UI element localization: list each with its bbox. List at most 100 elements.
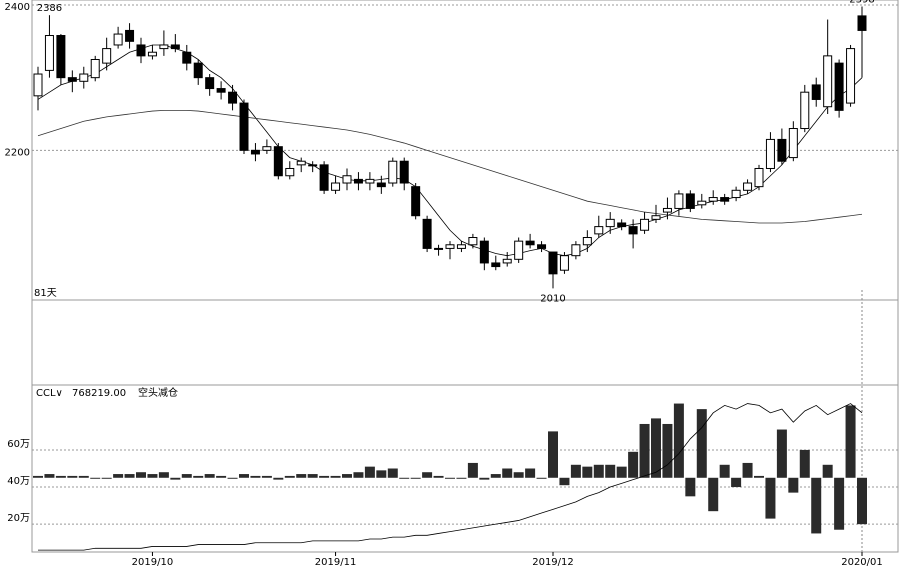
indicator-bar	[387, 468, 398, 478]
extreme-label: 2386	[37, 3, 62, 14]
candle-body	[193, 62, 203, 79]
candle-body	[731, 189, 741, 199]
indicator-bar	[548, 431, 558, 478]
candle-body	[491, 262, 501, 268]
candle-body	[514, 240, 524, 260]
indicator-bar	[628, 451, 639, 478]
candle-body	[811, 84, 821, 100]
indicator-bar	[422, 472, 433, 478]
indicator-bar	[399, 477, 410, 479]
candle-body	[44, 35, 54, 71]
indicator-bar	[33, 475, 43, 478]
indicator-bar	[788, 477, 799, 493]
ma-line	[37, 109, 863, 224]
candle-body	[651, 215, 661, 220]
candle-body	[102, 48, 112, 64]
indicator-bar	[284, 475, 295, 478]
candle-body	[800, 91, 810, 130]
candle-body	[777, 138, 787, 162]
indicator-bar	[250, 475, 261, 478]
indicator-bar	[673, 403, 684, 478]
candle-body	[468, 237, 478, 246]
y-tick-label: 2200	[5, 147, 30, 158]
candle-body	[216, 88, 226, 93]
candle-body	[67, 77, 77, 82]
candle-body	[376, 182, 386, 188]
indicator-bar	[170, 477, 181, 480]
indicator-bar	[55, 475, 66, 478]
indicator-bar	[639, 423, 650, 478]
candle-body	[640, 218, 650, 231]
indicator-bar	[101, 477, 112, 479]
indicator-bar	[651, 418, 661, 478]
indicator-bar	[490, 474, 501, 478]
candle-body	[456, 244, 466, 249]
candle-body	[846, 48, 856, 104]
indicator-bar	[525, 468, 536, 478]
candle-body	[228, 91, 238, 104]
candle-body	[743, 182, 753, 191]
candle-body	[33, 73, 43, 97]
candle-body	[125, 29, 135, 42]
candle-body	[548, 251, 558, 275]
candle-body	[605, 218, 615, 228]
candle-body	[617, 222, 627, 228]
indicator-bar	[799, 449, 810, 478]
indicator-bar	[616, 466, 627, 478]
candle-body	[502, 258, 512, 264]
indicator-bar	[433, 475, 444, 478]
indicator-bar	[708, 477, 719, 512]
indicator-bar	[502, 468, 513, 478]
period-label: 81天	[34, 288, 57, 299]
candle-body	[628, 226, 638, 235]
candle-body	[342, 175, 352, 184]
indicator-bar	[822, 464, 833, 478]
candle-body	[90, 58, 100, 79]
indicator-bar	[158, 472, 169, 478]
indicator-bar	[605, 464, 616, 478]
candle-body	[136, 44, 146, 57]
indicator-bar	[513, 472, 524, 478]
indicator-bar	[536, 477, 547, 479]
x-tick-label: 2019/10	[132, 557, 174, 568]
indicator-bar	[811, 477, 822, 534]
indicator-bar	[479, 477, 490, 480]
candle-body	[857, 15, 867, 31]
indicator-bar	[754, 475, 764, 478]
indicator-bar	[559, 477, 570, 486]
candle-body	[273, 146, 283, 177]
candle-body	[571, 244, 581, 257]
candle-body	[720, 197, 730, 202]
candle-body	[308, 164, 318, 167]
indicator-bar	[44, 474, 55, 478]
indicator-bar	[227, 477, 238, 479]
candle-body	[674, 193, 684, 209]
indicator-name: CCL∨	[36, 388, 63, 399]
indicator-bar	[834, 477, 845, 530]
indicator-bar	[342, 474, 352, 478]
indicator-line	[38, 403, 863, 551]
candle-body	[205, 77, 215, 90]
y-tick-label: 2400	[5, 2, 30, 13]
indicator-bar	[376, 470, 387, 478]
indicator-bar	[685, 477, 696, 497]
indicator-bar	[445, 477, 455, 479]
indicator-bar	[307, 474, 318, 478]
indicator-bar	[204, 474, 215, 478]
indicator-bar	[78, 475, 89, 478]
candle-body	[685, 193, 695, 209]
candle-body	[388, 160, 398, 184]
indicator-bar	[273, 477, 284, 480]
candle-body	[834, 62, 844, 111]
indicator-bar	[239, 474, 249, 478]
indicator-bar	[731, 477, 742, 488]
candle-body	[479, 240, 489, 264]
indicator-bar	[216, 475, 227, 478]
candle-body	[159, 44, 169, 50]
indicator-bar	[719, 464, 730, 478]
candle-body	[147, 51, 157, 57]
candle-body	[594, 226, 604, 235]
candle-body	[411, 186, 421, 217]
candle-body	[697, 200, 707, 206]
candle-body	[582, 237, 592, 246]
